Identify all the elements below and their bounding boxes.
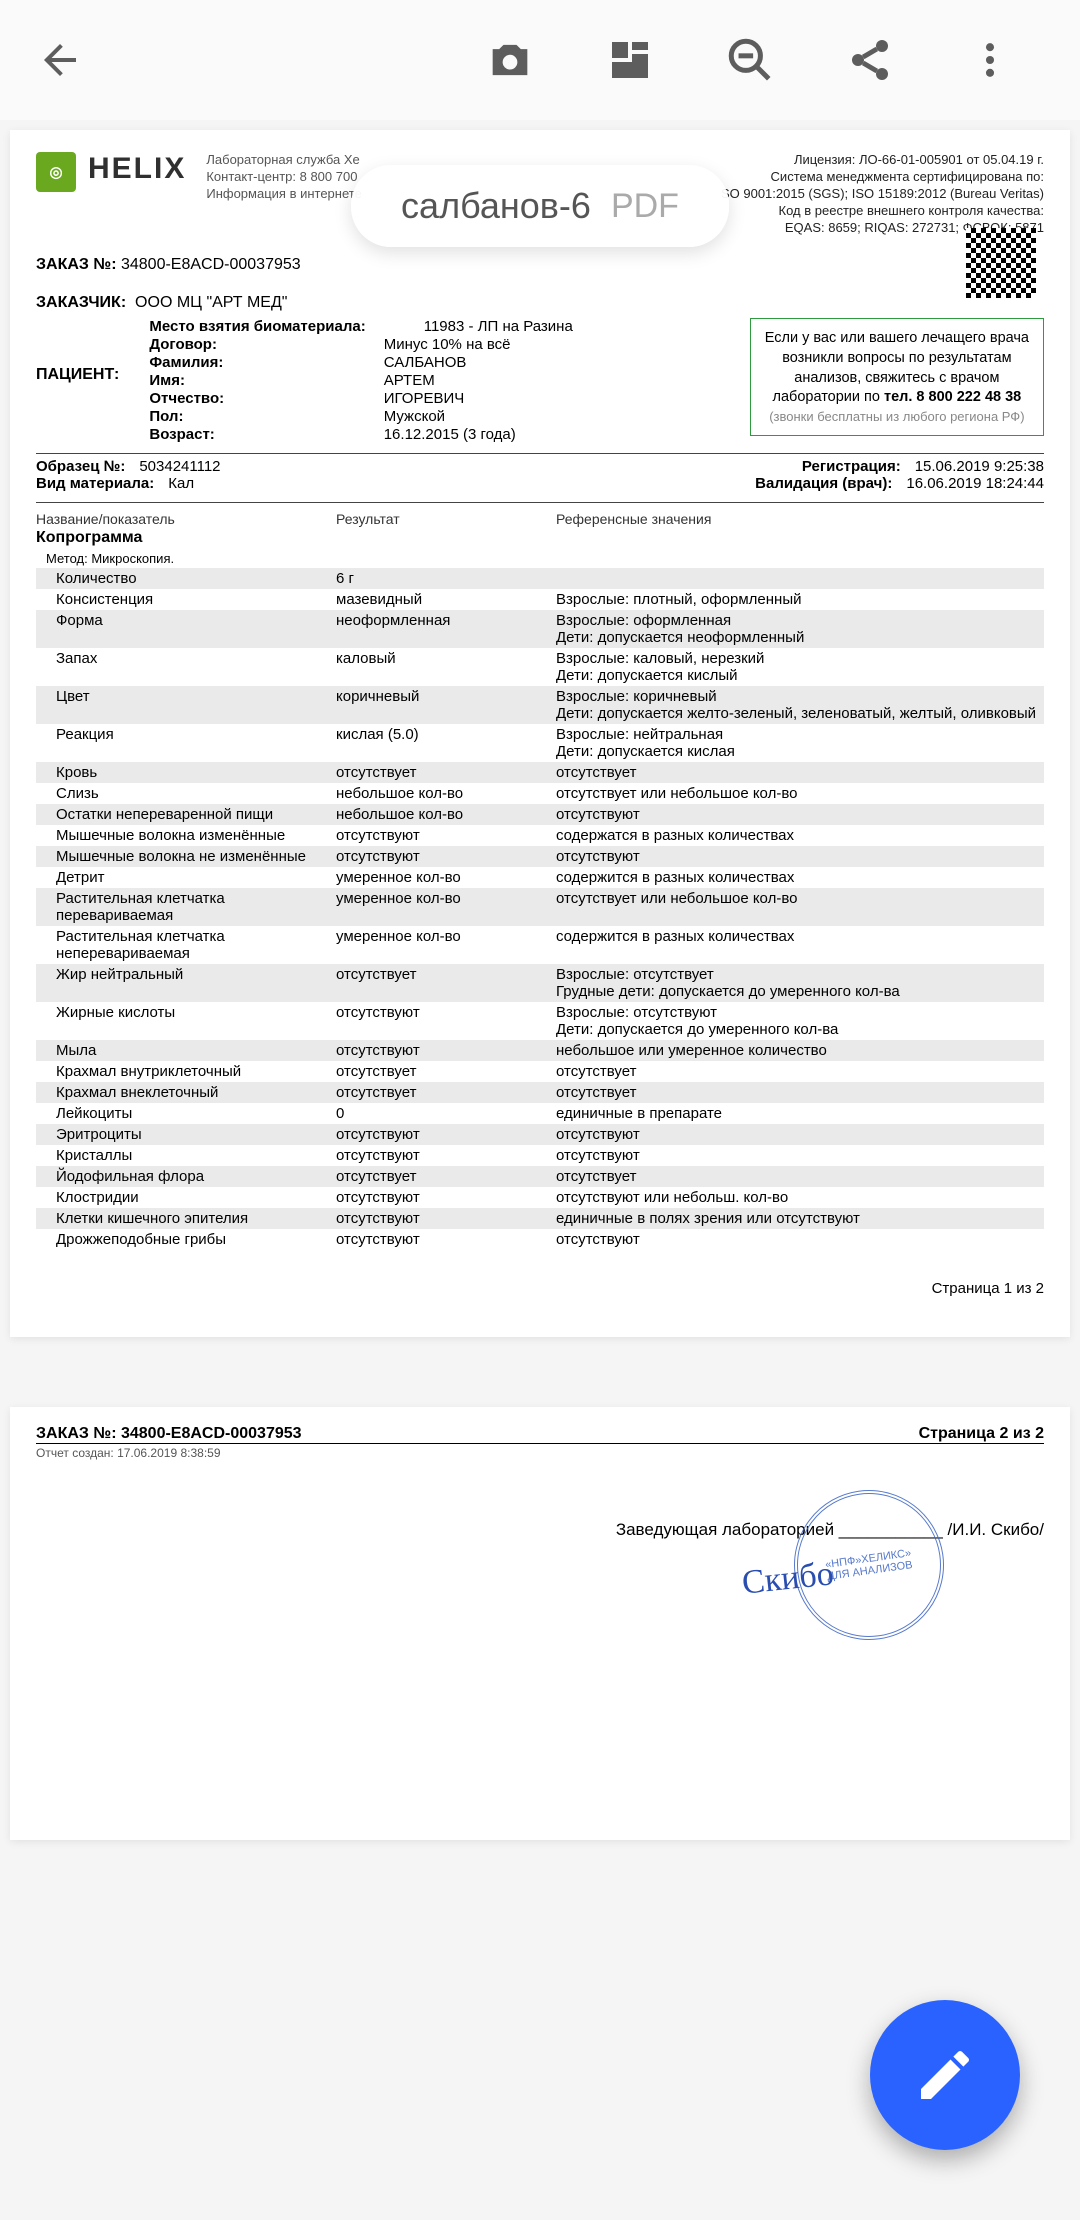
share-icon[interactable] <box>840 30 900 90</box>
app-toolbar <box>0 0 1080 120</box>
filename-text: салбанов-6 <box>401 185 591 227</box>
result-row: Детритумеренное кол-восодержится в разны… <box>36 867 1044 888</box>
result-row: Слизьнебольшое кол-воотсутствует или неб… <box>36 783 1044 804</box>
order-row: ЗАКАЗ №: 34800-E8ACD-00037953 <box>36 256 1044 274</box>
method-text: Метод: Микроскопия. <box>46 551 1044 566</box>
document-page-2: ЗАКАЗ №: 34800-E8ACD-00037953 Страница 2… <box>10 1407 1070 1840</box>
result-row: Количество6 г <box>36 568 1044 589</box>
result-row: Растительная клетчатка неперевариваемаяу… <box>36 926 1044 964</box>
filename-ext: PDF <box>611 187 679 226</box>
brand-logo-icon: ◎ <box>36 152 76 192</box>
brand-block: ◎ HELIX Лабораторная служба Хе Контакт-ц… <box>36 152 362 236</box>
result-row: Жир нейтральныйотсутствуетВзрослые: отсу… <box>36 964 1044 1002</box>
brand-sublines: Лабораторная служба Хе Контакт-центр: 8 … <box>206 152 361 203</box>
result-row: Кристаллыотсутствуютотсутствуют <box>36 1145 1044 1166</box>
sample-row-2: Вид материала:Кал Валидация (врач):16.06… <box>36 475 1044 492</box>
patient-title: ПАЦИЕНТ: <box>36 318 119 384</box>
overflow-menu-icon[interactable] <box>960 30 1020 90</box>
patient-fields: Место взятия биоматериала: Договор:Фамил… <box>149 318 572 443</box>
result-row: ФорманеоформленнаяВзрослые: оформленная … <box>36 610 1044 648</box>
results-header: Название/показатель Результат Референсны… <box>36 511 1044 527</box>
result-row: Клостридииотсутствуютотсутствуют или неб… <box>36 1187 1044 1208</box>
result-row: Дрожжеподобные грибыотсутствуютотсутству… <box>36 1229 1044 1250</box>
customer-row: ЗАКАЗЧИК: ООО МЦ "АРТ МЕД" <box>36 294 1044 312</box>
page-1-footer: Страница 1 из 2 <box>36 1280 1044 1297</box>
zoom-out-icon[interactable] <box>720 30 780 90</box>
qr-code-icon <box>966 228 1036 298</box>
camera-icon[interactable] <box>480 30 540 90</box>
signature-line: Заведующая лабораторией ___________ /И.И… <box>36 1520 1044 1540</box>
result-row: Остатки непереваренной пищинебольшое кол… <box>36 804 1044 825</box>
contact-box: Если у вас или вашего лечащего врачавозн… <box>750 318 1044 436</box>
result-row: Мышечные волокна изменённыеотсутствуютсо… <box>36 825 1044 846</box>
sample-row: Образец №:5034241112 Регистрация:15.06.2… <box>36 458 1044 475</box>
page2-num: Страница 2 из 2 <box>919 1425 1044 1443</box>
document-page-1: ◎ HELIX Лабораторная служба Хе Контакт-ц… <box>10 130 1070 1337</box>
result-row: ЗапахкаловыйВзрослые: каловый, нерезкий … <box>36 648 1044 686</box>
license-text: Лицензия: ЛО-66-01-005901 от 05.04.19 г.… <box>721 152 1044 236</box>
pencil-icon <box>913 2043 977 2107</box>
back-button[interactable] <box>30 30 90 90</box>
report-created: Отчет создан: 17.06.2019 8:38:59 <box>36 1446 1044 1460</box>
result-row: Крахмал внутриклеточныйотсутствуетотсутс… <box>36 1061 1044 1082</box>
section-title: Копрограмма <box>36 529 1044 547</box>
result-row: Мышечные волокна не изменённыеотсутствую… <box>36 846 1044 867</box>
result-row: Крахмал внеклеточныйотсутствуетотсутству… <box>36 1082 1044 1103</box>
result-row: Растительная клетчатка перевариваемаяуме… <box>36 888 1044 926</box>
result-row: Мылаотсутствуютнебольшое или умеренное к… <box>36 1040 1044 1061</box>
result-row: Кровьотсутствуетотсутствует <box>36 762 1044 783</box>
result-row: Йодофильная флораотсутствуетотсутствует <box>36 1166 1044 1187</box>
page2-order: ЗАКАЗ №: 34800-E8ACD-00037953 <box>36 1425 302 1443</box>
result-row: ЦветкоричневыйВзрослые: коричневый Дети:… <box>36 686 1044 724</box>
result-row: Клетки кишечного эпителияотсутствуютедин… <box>36 1208 1044 1229</box>
result-row: Реакциякислая (5.0)Взрослые: нейтральная… <box>36 724 1044 762</box>
filename-pill: салбанов-6 PDF <box>351 165 729 247</box>
result-row: Жирные кислотыотсутствуютВзрослые: отсут… <box>36 1002 1044 1040</box>
results-table: Количество6 гКонсистенциямазевидныйВзрос… <box>36 568 1044 1250</box>
edit-fab[interactable] <box>870 2000 1020 2150</box>
result-row: Эритроцитыотсутствуютотсутствуют <box>36 1124 1044 1145</box>
result-row: КонсистенциямазевидныйВзрослые: плотный,… <box>36 589 1044 610</box>
result-row: Лейкоциты0единичные в препарате <box>36 1103 1044 1124</box>
brand-name: HELIX <box>88 152 186 186</box>
layout-icon[interactable] <box>600 30 660 90</box>
